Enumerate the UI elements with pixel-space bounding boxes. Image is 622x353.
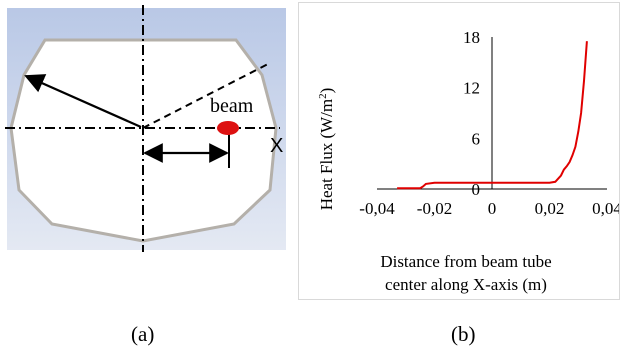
caption-b: (b) [451,322,476,346]
series-line-heat-flux [397,41,588,190]
x-tick-label: 0,02 [535,199,565,218]
beam-marker [217,121,239,135]
beam-label: beam [210,95,254,117]
y-tick-label: 6 [472,129,481,148]
y-axis-label: Heat Flux (W/m2) [317,88,336,211]
chart-svg: 18 12 6 0 -0,04 -0,02 0 0,02 0,04 Heat Flux (W/… [317,28,622,294]
beam-tube-cross-section: beam X [0,0,290,300]
x-axis-label-line-2: center along X-axis (m) [385,275,547,294]
x-tick-label: -0,04 [359,199,395,218]
caption-a: (a) [131,322,155,346]
y-tick-label: 12 [463,79,480,98]
x-axis-label-line-1: Distance from beam tube [380,252,551,271]
x-tick-label: -0,02 [417,199,452,218]
heat-flux-chart: 18 12 6 0 -0,04 -0,02 0 0,02 0,04 Heat Flux (W/… [298,2,622,300]
radius-arrow [24,74,142,129]
cross-section-svg: beam X [5,5,286,252]
x-tick-label: 0,04 [592,199,619,218]
x-tick-label: 0 [488,199,497,218]
x-axis-label: X [270,135,283,157]
y-tick-label: 18 [463,28,480,47]
x-tick-labels: -0,04 -0,02 0 0,02 0,04 [359,199,622,218]
